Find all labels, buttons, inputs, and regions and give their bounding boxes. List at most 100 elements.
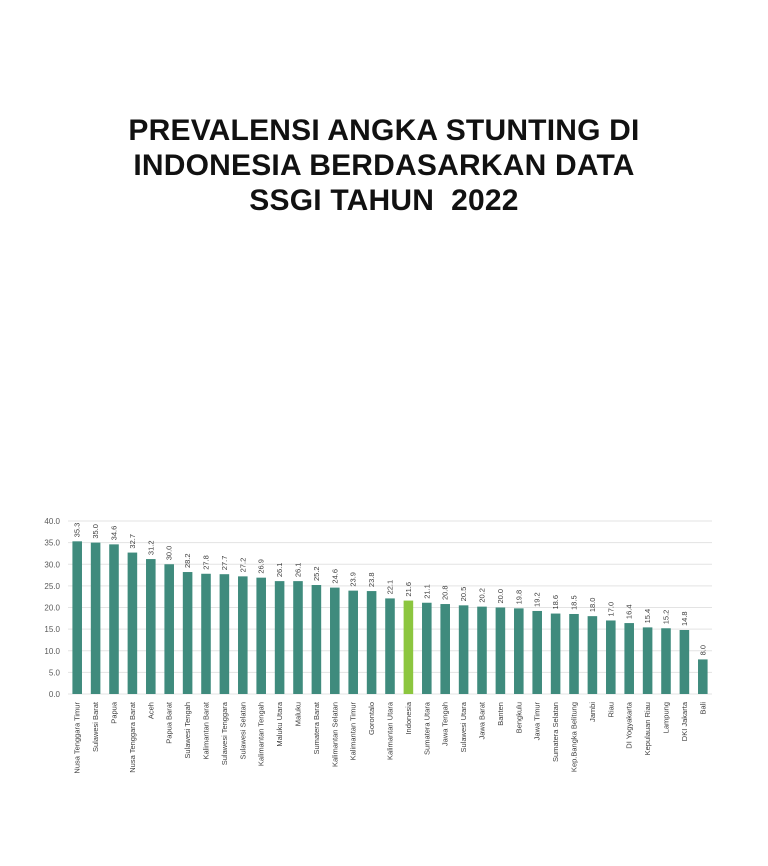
title-line-1: PREVALENSI ANGKA STUNTING DI bbox=[128, 114, 640, 147]
category-label: Gorontalo bbox=[367, 702, 376, 735]
y-tick-label: 5.0 bbox=[49, 668, 61, 677]
bar bbox=[514, 608, 524, 694]
category-label: Kalimantan Barat bbox=[202, 701, 211, 759]
category-label: Kalimantan Utara bbox=[386, 701, 395, 760]
bar bbox=[403, 600, 414, 694]
data-label: 23.8 bbox=[367, 572, 376, 587]
data-label: 22.1 bbox=[386, 580, 395, 595]
data-label: 30.0 bbox=[165, 546, 174, 561]
data-label: 18.6 bbox=[551, 595, 560, 610]
bar bbox=[201, 573, 211, 694]
title-line-3: SSGI TAHUN 2022 bbox=[249, 184, 519, 217]
data-label: 21.1 bbox=[422, 584, 431, 599]
y-tick-label: 15.0 bbox=[44, 625, 60, 634]
bar bbox=[679, 629, 690, 694]
bar bbox=[127, 552, 138, 694]
category-label: Kalimantan Tengah bbox=[257, 702, 266, 766]
data-label: 35.3 bbox=[73, 523, 82, 538]
category-label: Sulawesi Tenggara bbox=[220, 701, 229, 765]
category-label: Indonesia bbox=[404, 701, 413, 734]
category-label: Jawa Tengah bbox=[441, 702, 450, 746]
bar bbox=[219, 574, 230, 694]
bar bbox=[238, 576, 248, 694]
category-label: Sulawesi Barat bbox=[91, 701, 100, 752]
bar bbox=[72, 541, 82, 694]
y-tick-label: 20.0 bbox=[44, 604, 60, 613]
bar bbox=[348, 590, 358, 694]
bar bbox=[366, 591, 377, 694]
bar bbox=[330, 587, 340, 694]
data-label: 20.5 bbox=[459, 587, 468, 602]
category-label: Sulawesi Utara bbox=[459, 701, 468, 752]
bar bbox=[477, 606, 487, 694]
category-label: Papua Barat bbox=[165, 701, 174, 744]
category-label: Nusa Tenggara Timur bbox=[73, 702, 82, 774]
title-line-2: INDONESIA BERDASARKAN DATA bbox=[133, 149, 635, 182]
data-labels: 35.3 35.0 34.6 32.7 31.2 30.0 28.2 27.8 27.7 27.2… bbox=[73, 523, 708, 656]
data-label: 15.4 bbox=[643, 609, 652, 624]
category-label: Kep.Bangka Belitung bbox=[570, 702, 579, 772]
category-label: Aceh bbox=[146, 702, 155, 719]
data-label: 20.8 bbox=[441, 585, 450, 600]
bar bbox=[182, 572, 193, 694]
y-tick-label: 40.0 bbox=[44, 517, 60, 526]
y-tick-label: 35.0 bbox=[44, 539, 60, 548]
data-label: 26.9 bbox=[257, 559, 266, 574]
data-label: 15.2 bbox=[662, 610, 671, 625]
bars bbox=[72, 541, 708, 694]
bar bbox=[569, 613, 579, 694]
bar bbox=[90, 542, 101, 694]
data-label: 14.8 bbox=[680, 611, 689, 626]
category-label: Bali bbox=[698, 702, 707, 715]
category-label: Maluku bbox=[294, 702, 303, 726]
category-label: Kalimantan Timur bbox=[349, 702, 358, 761]
category-label: Kepulauan Riau bbox=[643, 702, 652, 755]
category-label: Banten bbox=[496, 702, 505, 726]
bar bbox=[164, 564, 174, 694]
data-label: 32.7 bbox=[128, 534, 137, 549]
data-label: 24.6 bbox=[330, 569, 339, 584]
bar bbox=[550, 613, 561, 694]
category-label: Jawa Barat bbox=[478, 701, 487, 739]
bar bbox=[624, 623, 634, 694]
data-label: 26.1 bbox=[294, 563, 303, 578]
data-label: 25.2 bbox=[312, 566, 321, 581]
bar bbox=[422, 602, 432, 694]
data-label: 18.5 bbox=[570, 595, 579, 610]
data-label: 20.0 bbox=[496, 589, 505, 604]
bar bbox=[587, 616, 598, 694]
bar bbox=[293, 581, 303, 694]
data-label: 17.0 bbox=[606, 602, 615, 617]
bar bbox=[256, 577, 266, 694]
data-label: 27.7 bbox=[220, 556, 229, 571]
category-label: Sumatera Selatan bbox=[551, 702, 560, 762]
data-label: 28.2 bbox=[183, 553, 192, 568]
bar bbox=[698, 659, 708, 694]
bar bbox=[458, 605, 469, 694]
category-label: Papua bbox=[110, 701, 119, 724]
category-label: Bengkulu bbox=[514, 702, 523, 733]
data-label: 27.8 bbox=[202, 555, 211, 570]
data-label: 20.2 bbox=[478, 588, 487, 603]
bar bbox=[642, 627, 653, 694]
category-label: Lampung bbox=[662, 702, 671, 733]
bar bbox=[385, 598, 395, 694]
category-label: Jambi bbox=[588, 702, 597, 722]
bar bbox=[495, 607, 506, 694]
y-tick-label: 25.0 bbox=[44, 582, 60, 591]
data-label: 19.2 bbox=[533, 592, 542, 607]
bar bbox=[532, 610, 542, 694]
data-label: 31.2 bbox=[146, 540, 155, 555]
category-label: Riau bbox=[606, 702, 615, 717]
y-axis-ticks: 0.0 5.0 10.0 15.0 20.0 25.0 30.0 35.0 40.0 bbox=[44, 517, 60, 699]
data-label: 19.8 bbox=[514, 590, 523, 605]
y-tick-label: 30.0 bbox=[44, 560, 60, 569]
category-label: Sulawesi Selatan bbox=[238, 702, 247, 760]
category-label: DI Yogyakarta bbox=[625, 701, 634, 749]
category-label: Sumatera Utara bbox=[422, 701, 431, 755]
data-label: 8.0 bbox=[698, 645, 707, 655]
category-label: Sulawesi Tengah bbox=[183, 702, 192, 759]
data-label: 35.0 bbox=[91, 524, 100, 539]
data-label: 26.1 bbox=[275, 563, 284, 578]
bar bbox=[274, 581, 285, 694]
